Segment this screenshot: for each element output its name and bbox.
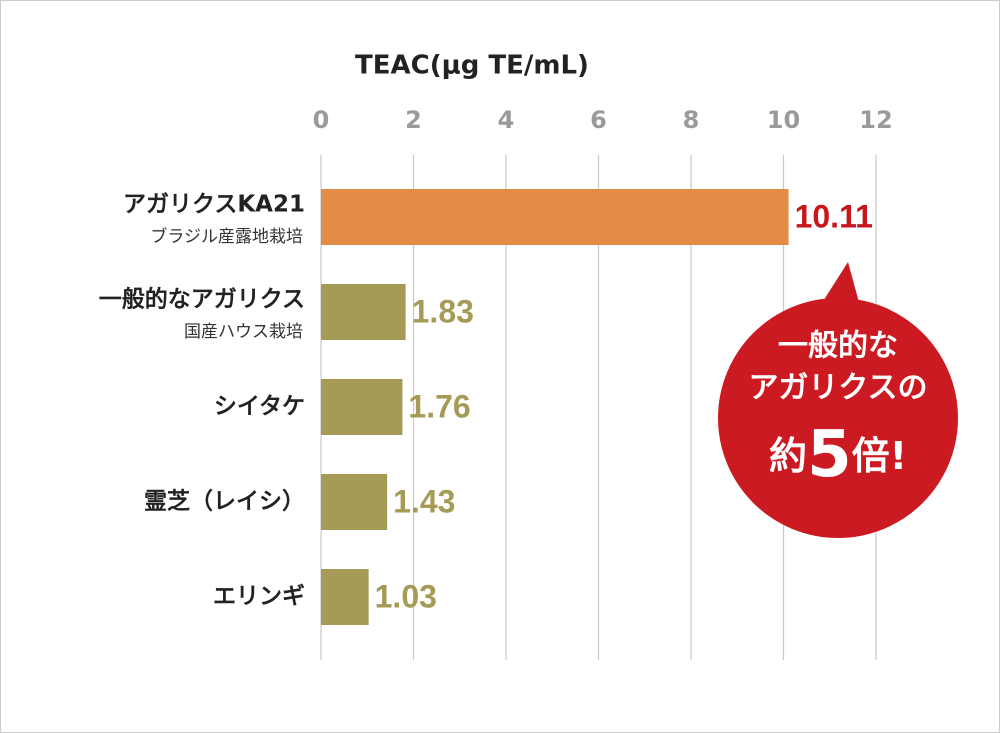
x-tick-label: 0 — [313, 106, 330, 134]
bar — [321, 379, 403, 435]
category-label: 一般的なアガリクス — [99, 286, 305, 313]
x-tick-label: 12 — [859, 106, 892, 134]
x-tick-label: 8 — [683, 106, 700, 134]
category-label: 霊芝（レイシ） — [144, 488, 305, 515]
value-label: 10.11 — [795, 198, 873, 234]
value-label: 1.76 — [408, 388, 470, 424]
x-tick-label: 6 — [590, 106, 607, 134]
callout-emphasis: 約5倍! — [769, 418, 907, 492]
callout-text: 一般的な — [778, 329, 898, 364]
category-label: アガリクスKA21 — [123, 192, 305, 218]
bar — [321, 474, 388, 530]
category-label: シイタケ — [214, 394, 305, 420]
callout-emphasis-part: 倍! — [852, 434, 907, 478]
x-tick-label: 2 — [405, 106, 422, 134]
x-tick-label: 10 — [767, 106, 800, 134]
chart-title: TEAC(μg TE/mL) — [355, 51, 589, 81]
callout-emphasis-part: 5 — [807, 418, 852, 492]
category-label: エリンギ — [213, 584, 305, 610]
callout-emphasis-part: 約 — [769, 434, 807, 478]
bar — [321, 569, 369, 625]
callout-pointer — [820, 262, 860, 306]
bar — [321, 189, 789, 245]
bar — [321, 284, 406, 340]
value-label: 1.83 — [412, 293, 474, 329]
x-tick-label: 4 — [498, 106, 515, 134]
callout-bubble — [718, 298, 958, 538]
value-label: 1.03 — [375, 578, 437, 614]
value-label: 1.43 — [393, 483, 455, 519]
category-note: ブラジル産露地栽培 — [150, 226, 303, 247]
callout-text: アガリクスの — [748, 371, 927, 406]
category-note: 国産ハウス栽培 — [184, 322, 303, 342]
